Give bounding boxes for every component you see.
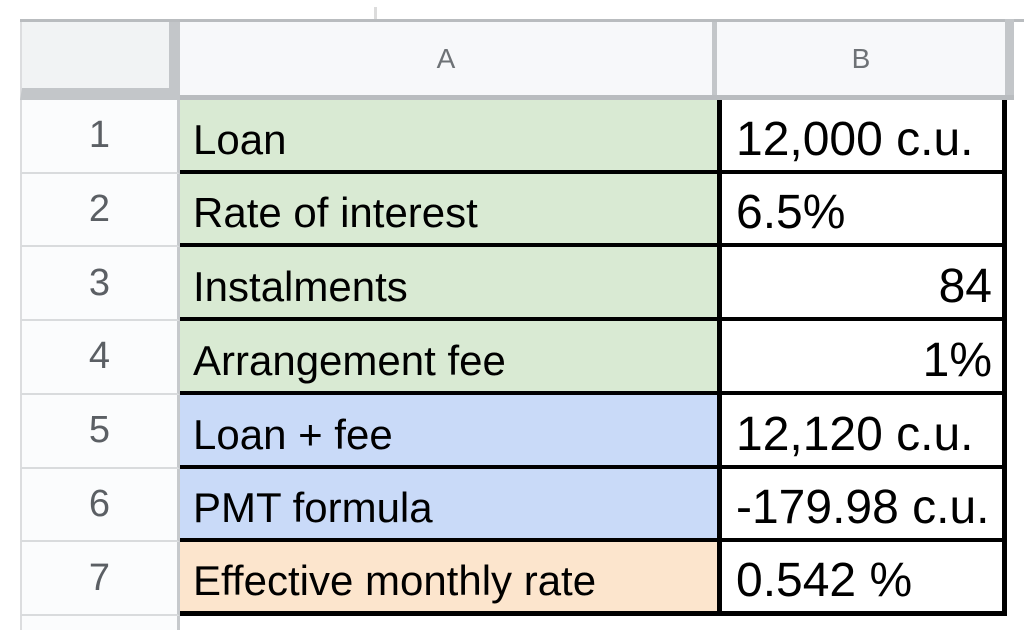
table-row-7: 7 Effective monthly rate 0.542 % [20, 542, 1007, 616]
table-row-5: 5 Loan + fee 12,120 c.u. [20, 394, 1007, 469]
cell-a3[interactable]: Instalments [180, 247, 717, 322]
cell-b2[interactable]: 6.5% [717, 173, 1007, 248]
column-header-b[interactable]: B [717, 22, 1005, 95]
header-bottom-border [180, 95, 1014, 100]
row-header-4[interactable]: 4 [20, 321, 180, 395]
header-top-border [20, 19, 1024, 22]
cell-b5[interactable]: 12,120 c.u. [717, 394, 1007, 469]
row-header-6[interactable]: 6 [20, 468, 180, 543]
row-header-8-partial[interactable] [20, 616, 180, 630]
cell-b3[interactable]: 84 [717, 247, 1007, 322]
row-header-2[interactable]: 2 [20, 173, 180, 248]
select-all-corner[interactable] [20, 22, 180, 100]
cell-grid: 1 Loan 12,000 c.u. 2 Rate of interest 6.… [20, 100, 1007, 616]
row-header-3[interactable]: 3 [20, 247, 180, 322]
cell-b6[interactable]: -179.98 c.u. [717, 468, 1007, 543]
cell-a6[interactable]: PMT formula [180, 468, 717, 543]
cell-a1[interactable]: Loan [180, 100, 717, 174]
column-header-a[interactable]: A [180, 22, 712, 95]
table-row-4: 4 Arrangement fee 1% [20, 321, 1007, 395]
cell-b7[interactable]: 0.542 % [717, 542, 1007, 616]
cell-a5[interactable]: Loan + fee [180, 394, 717, 469]
row-header-1[interactable]: 1 [20, 100, 180, 174]
cell-a4[interactable]: Arrangement fee [180, 321, 717, 395]
table-row-2: 2 Rate of interest 6.5% [20, 173, 1007, 248]
table-row-3: 3 Instalments 84 [20, 247, 1007, 322]
cell-b4[interactable]: 1% [717, 321, 1007, 395]
table-row-6: 6 PMT formula -179.98 c.u. [20, 468, 1007, 543]
cell-b1[interactable]: 12,000 c.u. [717, 100, 1007, 174]
cursor-artifact-tick [374, 7, 377, 19]
cell-a7[interactable]: Effective monthly rate [180, 542, 717, 616]
column-header-separator[interactable] [712, 22, 717, 95]
cell-a2[interactable]: Rate of interest [180, 173, 717, 248]
table-row-1: 1 Loan 12,000 c.u. [20, 100, 1007, 174]
row-header-7[interactable]: 7 [20, 542, 180, 616]
column-header-separator-right[interactable] [1005, 19, 1014, 100]
row-header-5[interactable]: 5 [20, 394, 180, 469]
